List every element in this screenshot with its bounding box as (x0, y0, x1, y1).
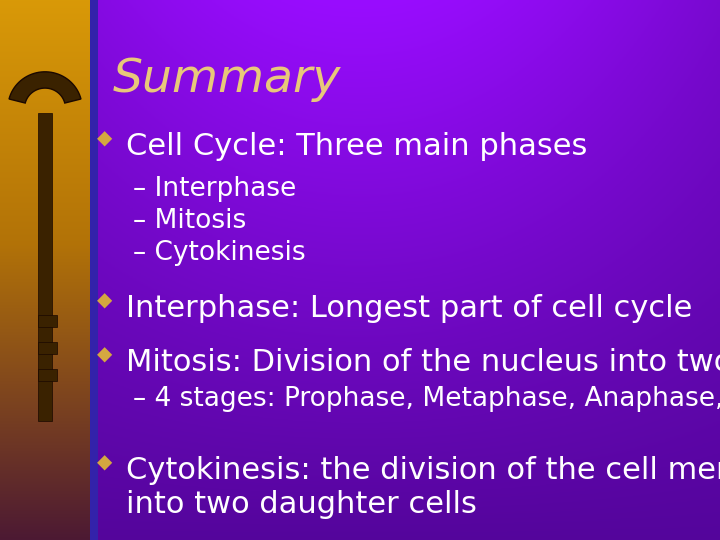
Text: Summary: Summary (112, 57, 341, 102)
Text: ◆: ◆ (97, 454, 112, 472)
Text: – Mitosis: – Mitosis (133, 208, 246, 234)
Text: Interphase: Longest part of cell cycle: Interphase: Longest part of cell cycle (126, 294, 693, 323)
Bar (38, 342, 57, 354)
PathPatch shape (9, 72, 81, 103)
Text: ◆: ◆ (97, 292, 112, 310)
Text: – 4 stages: Prophase, Metaphase, Anaphase, Telophase: – 4 stages: Prophase, Metaphase, Anaphas… (133, 386, 720, 412)
Text: ◆: ◆ (97, 130, 112, 148)
Text: ◆: ◆ (97, 346, 112, 365)
Bar (38, 113, 52, 421)
Bar (38, 315, 57, 327)
Bar (38, 369, 57, 381)
Text: – Cytokinesis: – Cytokinesis (133, 240, 306, 266)
Text: Cell Cycle: Three main phases: Cell Cycle: Three main phases (126, 132, 588, 161)
Text: – Interphase: – Interphase (133, 176, 297, 201)
Text: Mitosis: Division of the nucleus into two nuclei: Mitosis: Division of the nucleus into tw… (126, 348, 720, 377)
Bar (90, 0, 98, 540)
Text: Cytokinesis: the division of the cell membrane
into two daughter cells: Cytokinesis: the division of the cell me… (126, 456, 720, 519)
